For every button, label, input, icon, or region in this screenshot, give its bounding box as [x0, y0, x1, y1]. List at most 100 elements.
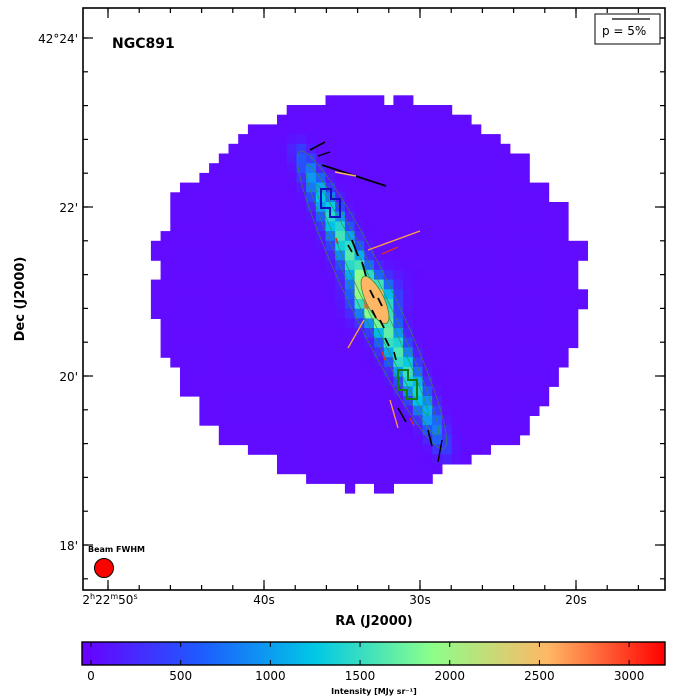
heatmap-pixel [548, 240, 559, 252]
heatmap-pixel [277, 114, 288, 125]
heatmap-pixel [480, 231, 491, 242]
heatmap-pixel [461, 337, 472, 349]
heatmap-pixel [218, 318, 230, 329]
heatmap-pixel [412, 279, 424, 290]
heatmap-pixel [180, 289, 191, 300]
heatmap-pixel [286, 347, 297, 358]
y-tick-label-24: 42°24' [38, 32, 78, 46]
heatmap-pixel [393, 454, 404, 465]
colorbar-tick-label: 0 [87, 669, 95, 683]
heatmap-pixel [441, 221, 453, 232]
heatmap-pixel [247, 240, 259, 252]
heatmap-pixel [335, 318, 346, 329]
heatmap-pixel [325, 134, 336, 145]
heatmap-pixel [344, 134, 356, 145]
heatmap-pixel [558, 318, 569, 329]
heatmap-pixel [160, 308, 171, 319]
heatmap-pixel [160, 250, 171, 261]
heatmap-pixel [412, 250, 424, 261]
heatmap-pixel [451, 376, 462, 387]
heatmap-pixel [490, 405, 501, 416]
heatmap-pixel [393, 153, 404, 164]
heatmap-pixel [441, 250, 453, 261]
heatmap-pixel [529, 405, 540, 416]
heatmap-pixel [519, 172, 530, 184]
heatmap-pixel [412, 105, 424, 116]
heatmap-pixel [315, 366, 327, 378]
heatmap-pixel [422, 153, 433, 164]
heatmap-pixel [461, 318, 472, 329]
heatmap-pixel [364, 260, 375, 271]
heatmap-pixel [344, 415, 356, 426]
heatmap-pixel [238, 163, 249, 174]
heatmap-pixel [286, 463, 297, 475]
heatmap-pixel [325, 114, 336, 125]
heatmap-pixel [257, 134, 268, 145]
region-box-green [397, 369, 418, 400]
heatmap-pixel [277, 211, 288, 222]
heatmap-pixel [538, 366, 550, 378]
heatmap-pixel [451, 202, 462, 213]
heatmap-pixel [364, 473, 375, 484]
heatmap-pixel [422, 444, 433, 455]
heatmap-pixel [529, 299, 540, 310]
heatmap-pixel [218, 279, 230, 290]
heatmap-pixel [189, 289, 200, 300]
heatmap-pixel [364, 454, 375, 465]
heatmap-pixel [286, 143, 297, 155]
heatmap-pixel [286, 114, 297, 125]
heatmap-pixel [354, 124, 365, 135]
heatmap-pixel [247, 279, 259, 290]
polarization-vector [409, 417, 415, 427]
heatmap-pixel [471, 328, 482, 339]
heatmap-pixel [529, 337, 540, 349]
heatmap-pixel [500, 308, 511, 319]
heatmap-pixel [403, 124, 414, 135]
heatmap-pixel [529, 221, 540, 232]
heatmap-pixel [247, 163, 259, 174]
heatmap-pixel [451, 143, 462, 155]
heatmap-pixel [286, 386, 297, 397]
heatmap-pixel [364, 366, 375, 378]
heatmap-pixel [306, 454, 317, 465]
heatmap-pixel [354, 95, 365, 106]
heatmap-pixel [490, 260, 501, 271]
heatmap-pixel [344, 483, 356, 494]
heatmap-pixel [383, 463, 394, 475]
heatmap-pixel [490, 202, 501, 213]
heatmap-pixel [538, 202, 550, 213]
heatmap-pixel [218, 337, 230, 349]
heatmap-pixel [422, 463, 433, 475]
heatmap-pixel [335, 221, 346, 232]
heatmap-pixel [180, 308, 191, 319]
heatmap-pixel [403, 308, 414, 319]
heatmap-pixel [170, 260, 181, 271]
heatmap-pixel [500, 328, 511, 339]
heatmap-pixel [451, 124, 462, 135]
heatmap-pixel [490, 434, 501, 446]
heatmap-pixel [393, 124, 404, 135]
heatmap-pixel [383, 434, 394, 446]
y-tick-label-18: 18' [59, 539, 78, 553]
heatmap-pixel [374, 95, 385, 106]
heatmap-pixel [490, 347, 501, 358]
heatmap-pixel [209, 366, 220, 378]
heatmap-pixel [480, 376, 491, 387]
heatmap-pixel [306, 337, 317, 349]
heatmap-pixel [228, 376, 239, 387]
heatmap-pixel [325, 425, 336, 436]
heatmap-pixel [441, 143, 453, 155]
heatmap-pixel [364, 376, 375, 387]
heatmap-pixel [412, 444, 424, 455]
heatmap-pixel [558, 337, 569, 349]
heatmap-pixel [509, 260, 521, 271]
heatmap-pixel [277, 415, 288, 426]
heatmap-pixel [500, 434, 511, 446]
heatmap-pixel [509, 182, 521, 193]
heatmap-pixel [267, 415, 278, 426]
heatmap-pixel [490, 192, 501, 203]
heatmap-pixel [480, 425, 491, 436]
heatmap-pixel [296, 163, 307, 174]
heatmap-pixel [277, 318, 288, 329]
heatmap-pixel [422, 396, 433, 407]
